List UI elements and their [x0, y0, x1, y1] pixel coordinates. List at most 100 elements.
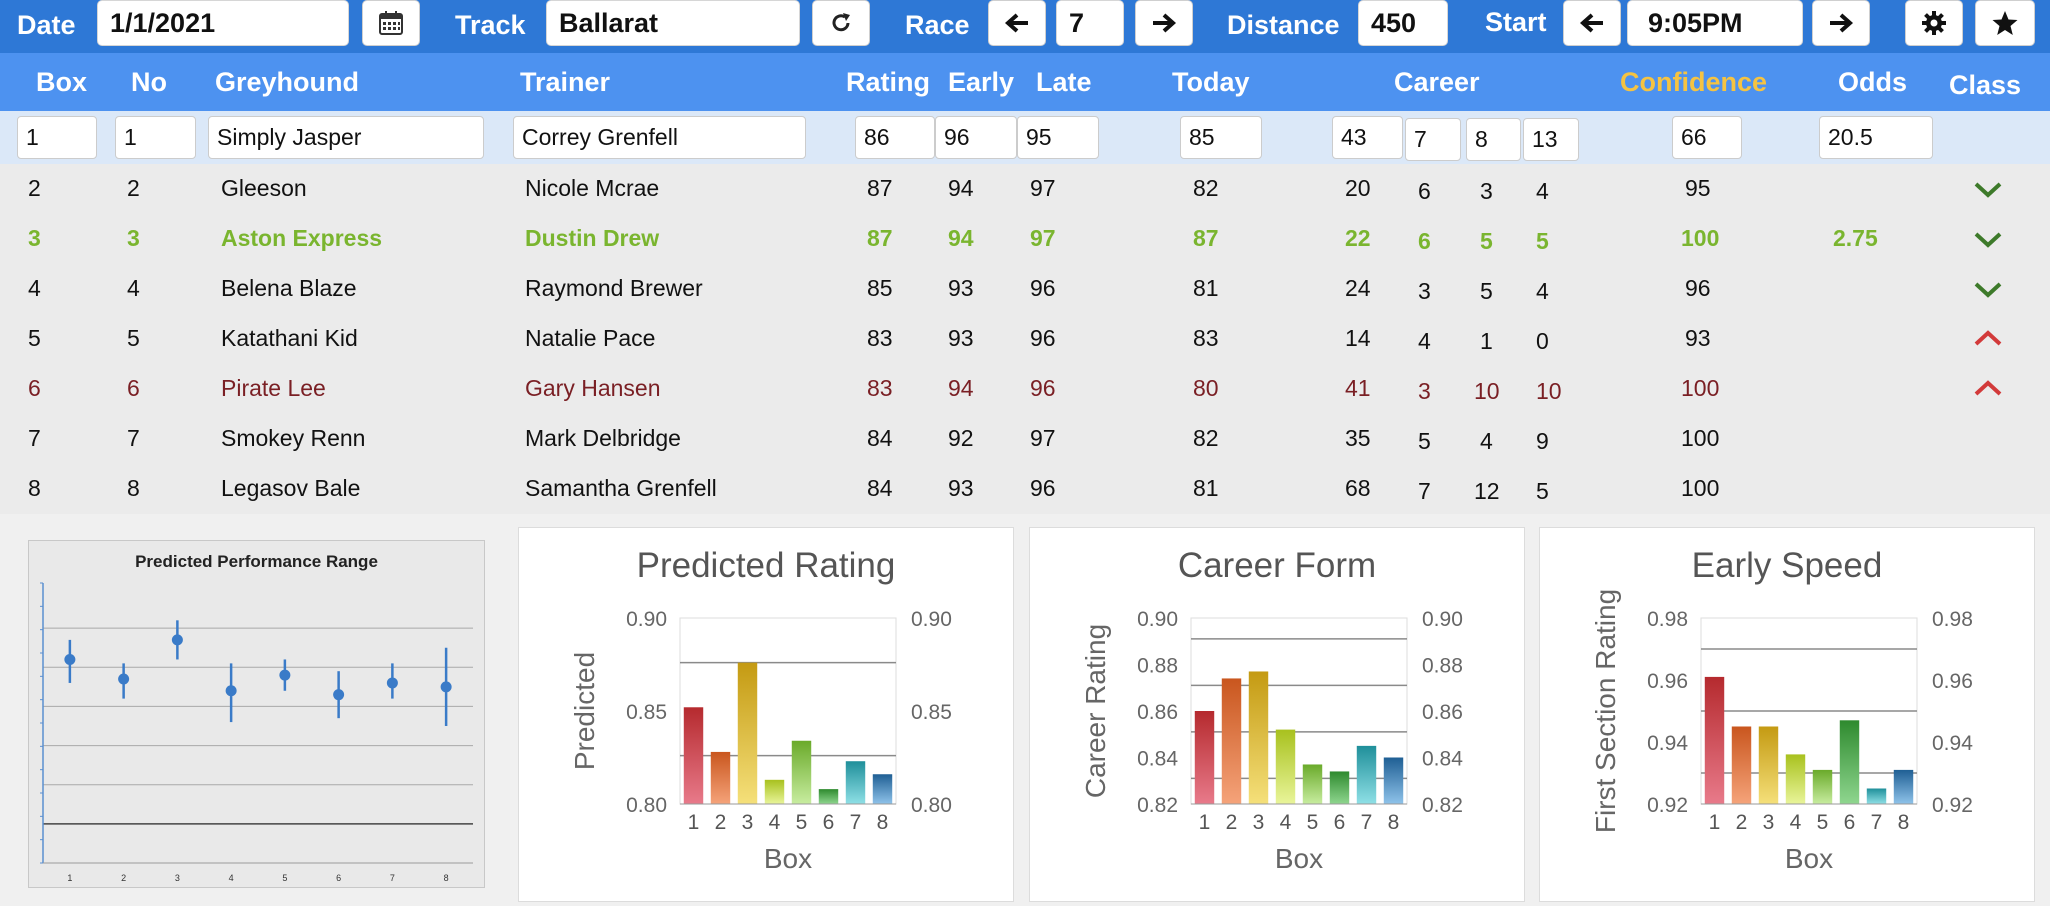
predicted-rating-panel: Predicted Rating 1 2 3 4 5 6 7 8 0.80 0.80 0.85 0.8…: [518, 527, 1014, 902]
favorite-button[interactable]: [1975, 0, 2035, 46]
header-class[interactable]: Class: [1949, 70, 2022, 100]
x-axis-label: Box: [764, 843, 812, 874]
header-no[interactable]: No: [131, 67, 167, 97]
bar: [710, 751, 731, 804]
data-point: [64, 653, 76, 665]
cell-career-starts: 35: [1345, 425, 1371, 451]
arrow-left-icon: [1579, 13, 1603, 33]
x-axis-label: Box: [1785, 843, 1833, 874]
x-tick-label: 7: [1361, 811, 1373, 834]
edit-greyhound-input[interactable]: Simply Jasper: [208, 116, 484, 159]
edit-no-input[interactable]: 1: [115, 116, 196, 159]
header-career[interactable]: Career: [1394, 67, 1480, 97]
race-prev-button[interactable]: [988, 0, 1046, 46]
start-prev-button[interactable]: [1563, 0, 1621, 46]
settings-button[interactable]: [1905, 0, 1963, 46]
edit-confidence-input[interactable]: 66: [1672, 116, 1742, 159]
y-axis-label: First Section Rating: [1590, 589, 1621, 833]
track-label: Track: [455, 10, 526, 40]
y-tick-label: 0.82: [1137, 794, 1178, 817]
cell-early: 92: [948, 425, 974, 451]
cell-trainer: Samantha Grenfell: [525, 475, 717, 501]
x-tick-label: 5: [796, 811, 808, 834]
date-input[interactable]: 1/1/2021: [97, 0, 349, 46]
header-odds[interactable]: Odds: [1838, 67, 1908, 97]
header-confidence[interactable]: Confidence: [1620, 67, 1768, 97]
y-tick-label: 0.88: [1137, 655, 1178, 678]
x-tick-label: 4: [1790, 811, 1802, 834]
x-tick-label: 1: [67, 873, 72, 883]
edit-trainer-input[interactable]: Correy Grenfell: [513, 116, 806, 159]
edit-career-wins-input[interactable]: 7: [1405, 118, 1461, 161]
table-row[interactable]: 4 4 Belena Blaze Raymond Brewer 85 93 96…: [0, 264, 2050, 314]
edit-today-input[interactable]: 85: [1180, 116, 1262, 159]
header-rating[interactable]: Rating: [846, 67, 930, 97]
header-early[interactable]: Early: [948, 67, 1015, 97]
cell-career-thirds: 5: [1536, 478, 1549, 504]
bar: [872, 774, 893, 804]
bar: [764, 779, 785, 804]
calendar-button[interactable]: [362, 0, 420, 46]
calendar-icon: [379, 11, 403, 35]
cell-career-wins: 6: [1418, 228, 1431, 254]
table-row[interactable]: 2 2 Gleeson Nicole Mcrae 87 94 97 82 20 …: [0, 164, 2050, 214]
cell-late: 97: [1030, 425, 1056, 451]
cell-early: 93: [948, 325, 974, 351]
bar: [1731, 726, 1752, 804]
cell-no: 5: [127, 325, 140, 351]
header-today[interactable]: Today: [1172, 67, 1250, 97]
cell-late: 97: [1030, 225, 1056, 251]
table-row[interactable]: 5 5 Katathani Kid Natalie Pace 83 93 96 …: [0, 314, 2050, 364]
cell-today: 83: [1193, 325, 1219, 351]
edit-box-input[interactable]: 1: [17, 116, 97, 159]
cell-trainer: Nicole Mcrae: [525, 175, 660, 201]
race-input[interactable]: 7: [1056, 0, 1124, 46]
header-greyhound[interactable]: Greyhound: [215, 67, 360, 97]
edit-rating-input[interactable]: 86: [855, 116, 935, 159]
cell-greyhound: Pirate Lee: [221, 375, 326, 401]
refresh-button[interactable]: [812, 0, 870, 46]
cell-no: 8: [127, 475, 140, 501]
race-next-button[interactable]: [1135, 0, 1193, 46]
cell-career-starts: 22: [1345, 225, 1371, 251]
cell-trainer: Gary Hansen: [525, 375, 661, 401]
edit-career-seconds-input[interactable]: 8: [1466, 118, 1521, 161]
start-next-button[interactable]: [1812, 0, 1870, 46]
table-row[interactable]: 8 8 Legasov Bale Samantha Grenfell 84 93…: [0, 464, 2050, 514]
arrow-left-icon: [1004, 13, 1028, 33]
y-tick-label: 0.90: [626, 608, 667, 631]
edit-career-thirds-input[interactable]: 13: [1523, 118, 1579, 161]
data-point: [225, 685, 237, 697]
edit-odds-input[interactable]: 20.5: [1819, 116, 1933, 159]
table-row[interactable]: 6 6 Pirate Lee Gary Hansen 83 94 96 80 4…: [0, 364, 2050, 414]
table-row[interactable]: 3 3 Aston Express Dustin Drew 87 94 97 8…: [0, 214, 2050, 264]
bar: [1356, 745, 1377, 804]
edit-late-input[interactable]: 95: [1017, 116, 1099, 159]
cell-career-seconds: 12: [1474, 478, 1500, 504]
edit-career-starts-input[interactable]: 43: [1332, 116, 1403, 159]
track-input[interactable]: Ballarat: [546, 0, 800, 46]
cell-trainer: Natalie Pace: [525, 325, 656, 351]
data-point: [333, 689, 345, 701]
cell-rating: 83: [867, 375, 893, 401]
y-tick-label: 0.92: [1647, 794, 1688, 817]
cell-early: 93: [948, 475, 974, 501]
header-trainer[interactable]: Trainer: [520, 67, 611, 97]
cell-confidence: 93: [1685, 325, 1711, 351]
header-late[interactable]: Late: [1036, 67, 1092, 97]
y2-tick-label: 0.84: [1422, 748, 1463, 771]
cell-no: 4: [127, 275, 140, 301]
cell-late: 96: [1030, 375, 1056, 401]
edit-early-input[interactable]: 96: [935, 116, 1017, 159]
header-box[interactable]: Box: [36, 67, 88, 97]
start-time-input[interactable]: 9:05PM: [1627, 0, 1803, 46]
bar: [1812, 769, 1833, 804]
cell-career-thirds: 10: [1536, 378, 1562, 404]
cell-rating: 87: [867, 225, 893, 251]
y-tick-label: 0.98: [1647, 608, 1688, 631]
top-control-bar: Date 1/1/2021 Track Ballarat Race 7 Dist…: [0, 0, 2050, 53]
x-tick-label: 6: [1844, 811, 1856, 834]
chevron-down-icon: [1974, 282, 2002, 298]
distance-input[interactable]: 450: [1358, 0, 1448, 46]
table-row[interactable]: 7 7 Smokey Renn Mark Delbridge 84 92 97 …: [0, 414, 2050, 464]
